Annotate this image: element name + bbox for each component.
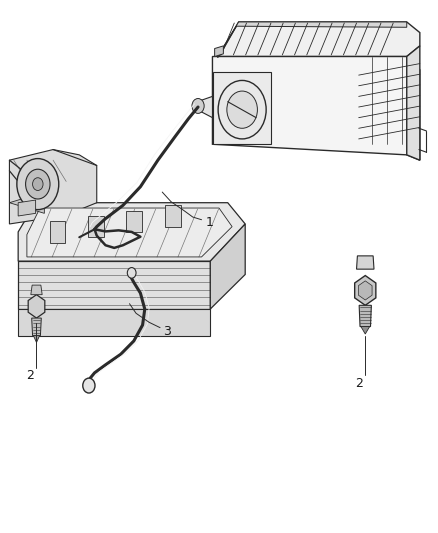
Polygon shape [18, 261, 210, 309]
Polygon shape [10, 192, 44, 213]
Polygon shape [407, 46, 420, 160]
Circle shape [218, 80, 266, 139]
Polygon shape [33, 336, 39, 343]
Text: 3: 3 [163, 325, 171, 338]
Polygon shape [32, 318, 41, 336]
Circle shape [127, 268, 136, 278]
Text: 2: 2 [355, 377, 363, 390]
Polygon shape [357, 256, 374, 269]
Circle shape [17, 159, 59, 209]
Polygon shape [219, 22, 420, 56]
Circle shape [227, 91, 258, 128]
Polygon shape [28, 295, 45, 318]
Polygon shape [27, 208, 232, 257]
Circle shape [32, 177, 43, 190]
Polygon shape [355, 276, 376, 305]
Circle shape [192, 99, 204, 114]
Text: 1: 1 [206, 216, 214, 229]
Polygon shape [127, 211, 142, 232]
Polygon shape [165, 205, 180, 227]
Polygon shape [358, 281, 372, 300]
Circle shape [25, 169, 50, 199]
Polygon shape [31, 285, 42, 295]
Polygon shape [361, 327, 370, 334]
Polygon shape [49, 221, 65, 243]
Polygon shape [218, 22, 407, 58]
Polygon shape [18, 309, 210, 336]
Polygon shape [18, 203, 245, 261]
Polygon shape [212, 56, 420, 160]
Polygon shape [18, 200, 35, 216]
Polygon shape [215, 46, 223, 56]
Polygon shape [10, 150, 97, 224]
Circle shape [83, 378, 95, 393]
Polygon shape [359, 305, 371, 327]
Polygon shape [210, 224, 245, 309]
Text: 2: 2 [26, 369, 34, 382]
Polygon shape [197, 96, 212, 118]
Polygon shape [213, 72, 272, 144]
Polygon shape [88, 216, 104, 237]
